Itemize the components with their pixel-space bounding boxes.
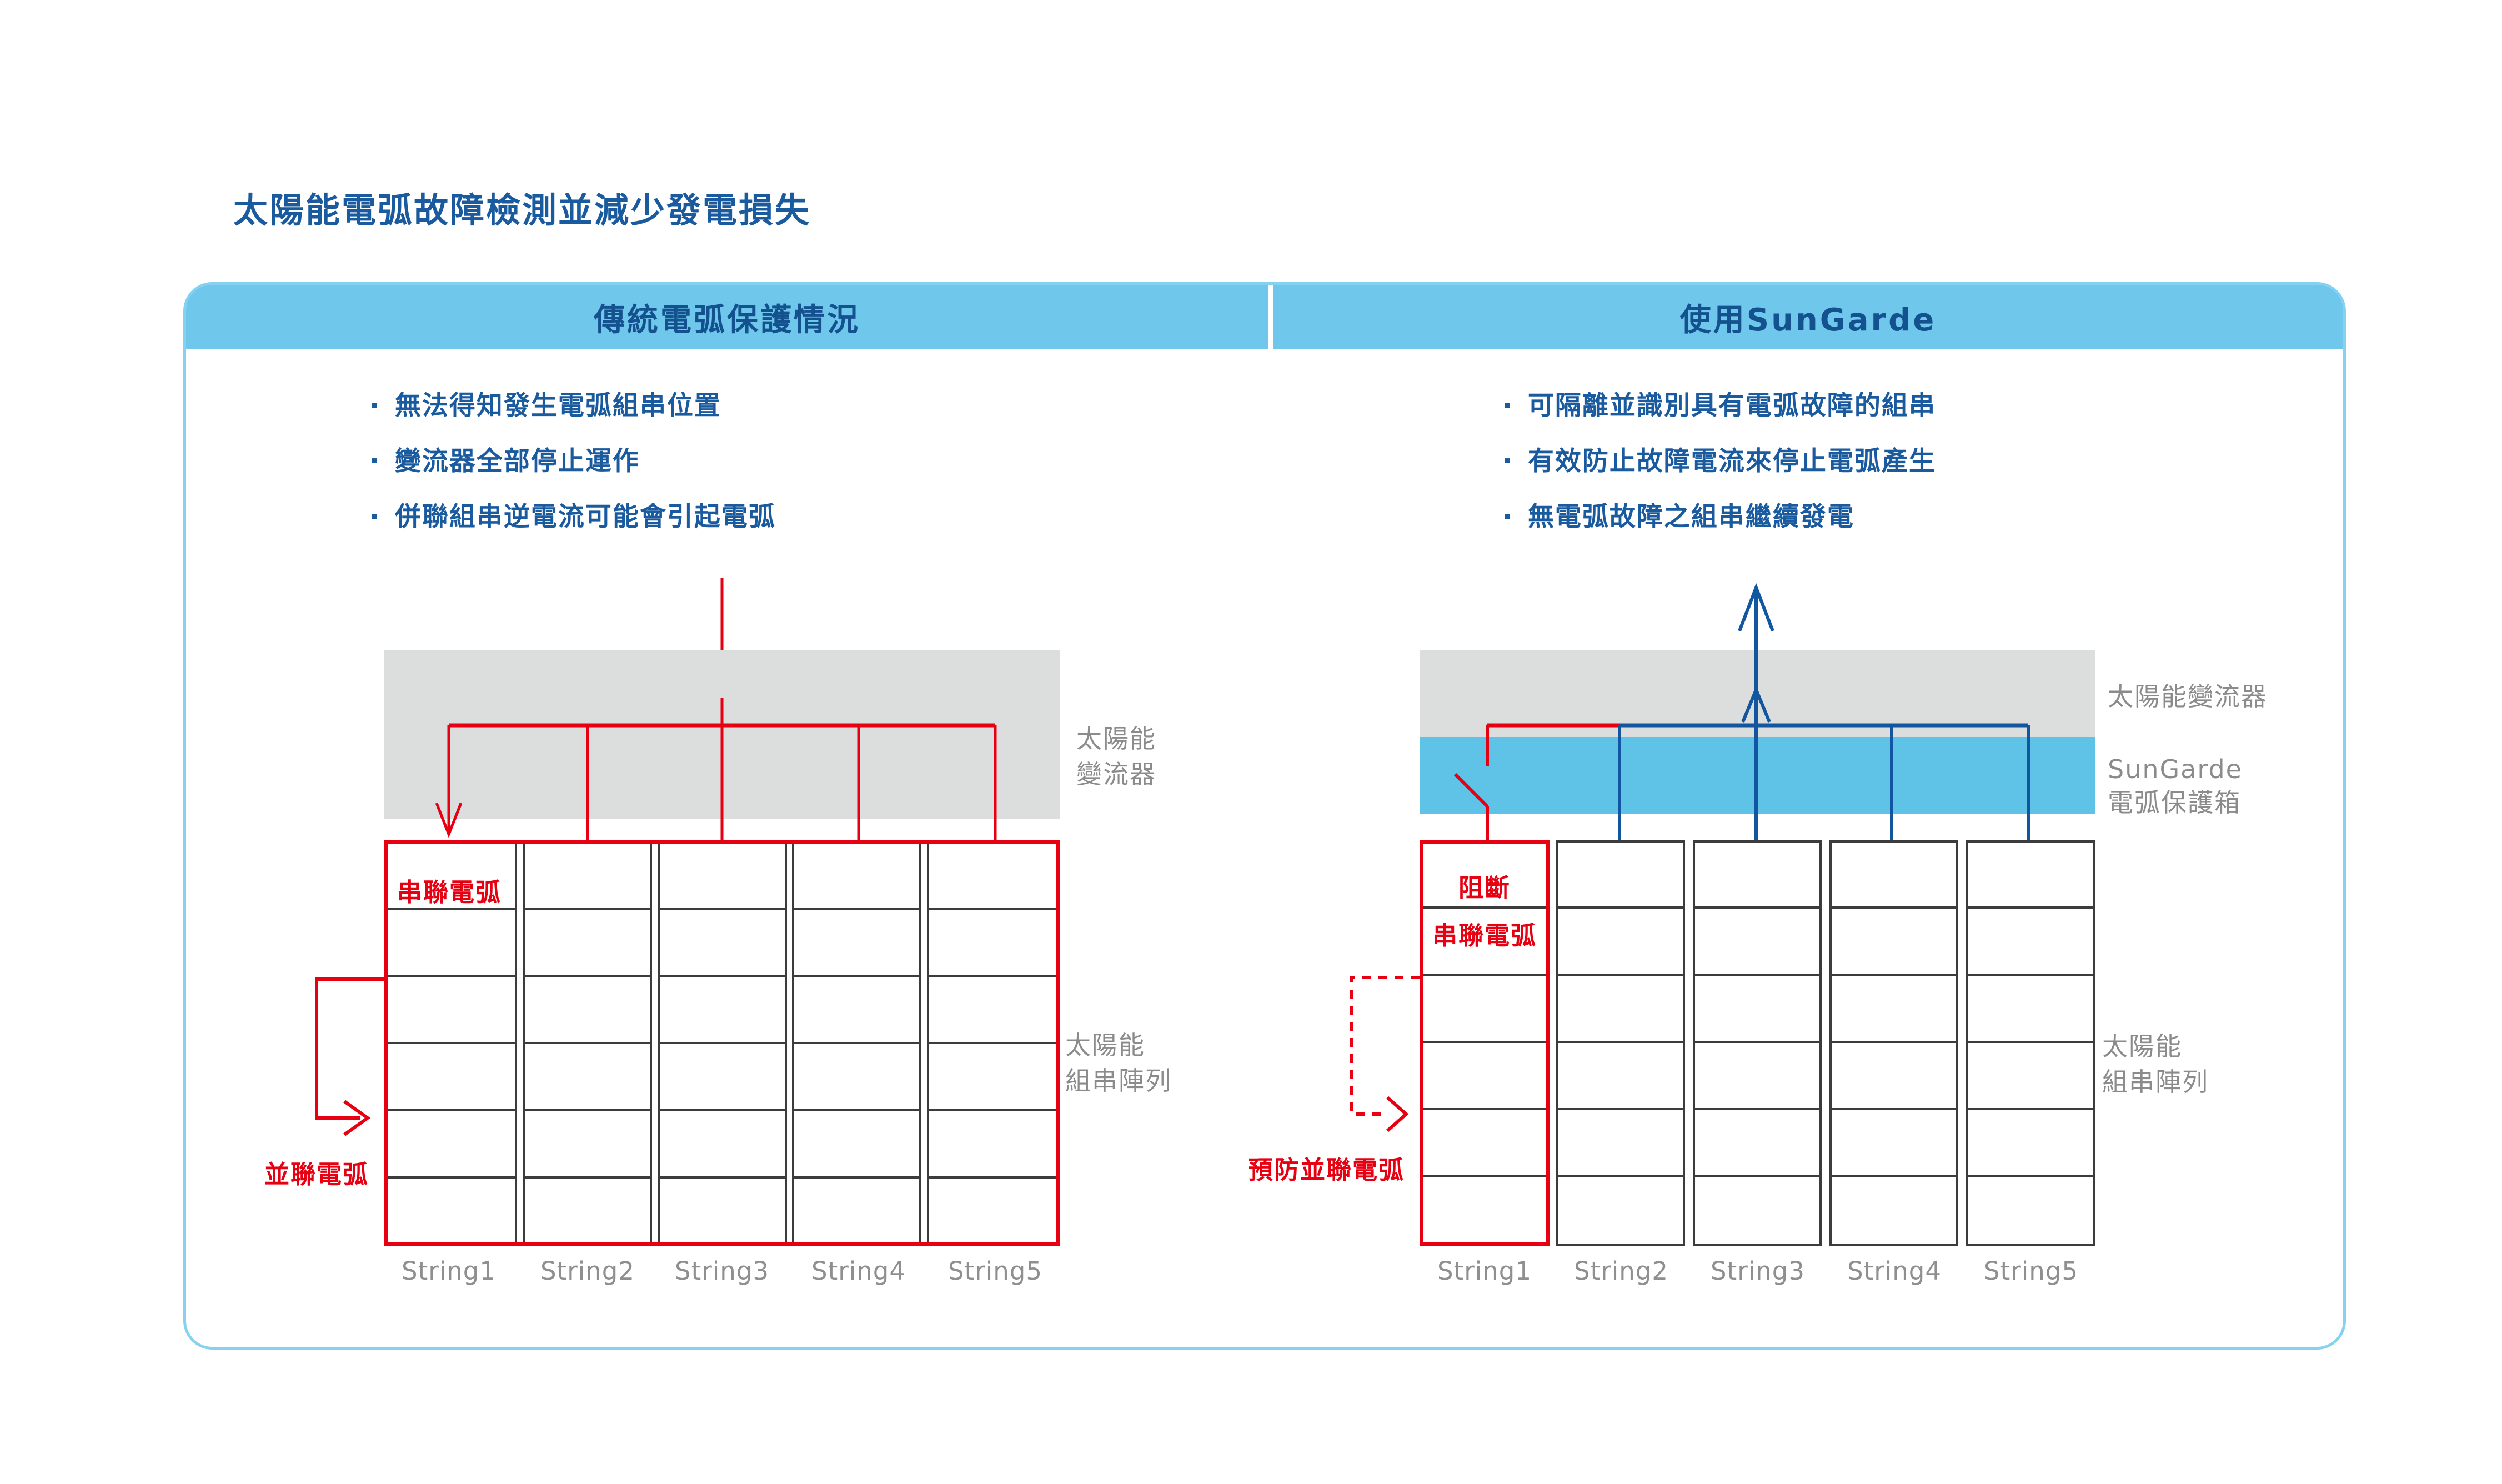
- right-string-column-1-faulted: [1420, 840, 1550, 1246]
- left-string1-label: String1: [402, 1256, 496, 1286]
- tab-traditional-protection: 傳統電弧保護情況: [186, 285, 1268, 349]
- left-string-column-4: [792, 844, 922, 1242]
- left-string4-label: String4: [811, 1256, 906, 1286]
- header-divider: [1268, 285, 1273, 349]
- bullet-dot: ·: [1502, 502, 1513, 532]
- left-inverter-label: 太陽能 變流器: [1076, 721, 1156, 792]
- header-row: 傳統電弧保護情況 使用SunGarde: [186, 285, 2343, 349]
- left-string-array-grid: [384, 840, 1060, 1246]
- bullet-dot: ·: [369, 502, 380, 532]
- left-string5-label: String5: [948, 1256, 1042, 1286]
- left-inverter-label-line1: 太陽能: [1076, 724, 1156, 754]
- right-string-column-3: [1693, 840, 1822, 1246]
- left-array-label-line2: 組串陣列: [1065, 1066, 1172, 1096]
- right-bullet-1-text: 可隔離並識別具有電弧故障的組串: [1527, 390, 1936, 421]
- left-array-label: 太陽能 組串陣列: [1065, 1027, 1172, 1099]
- left-inverter-box: [384, 650, 1060, 819]
- right-string3-label: String3: [1711, 1256, 1805, 1286]
- right-bullet-3-text: 無電弧故障之組串繼續發電: [1527, 502, 1854, 532]
- left-series-arc-label: 串聯電弧: [397, 878, 502, 907]
- left-string-column-5: [927, 844, 1056, 1242]
- right-string-column-4: [1829, 840, 1958, 1246]
- right-block-label: 阻斷: [1458, 873, 1511, 903]
- sungarde-protection-box: [1420, 737, 2095, 814]
- right-array-label-line1: 太陽能: [2102, 1031, 2182, 1061]
- sungarde-box-label-line1: SunGarde: [2108, 754, 2243, 784]
- left-inverter-label-line2: 變流器: [1076, 759, 1156, 789]
- left-bullet-3-text: 併聯組串逆電流可能會引起電弧: [394, 502, 776, 532]
- left-array-label-line1: 太陽能: [1065, 1030, 1145, 1060]
- right-inverter-box: [1420, 650, 2095, 737]
- right-bullet-3: · 無電弧故障之組串繼續發電: [1502, 501, 1854, 533]
- tab-sungarde-label: 使用SunGarde: [1679, 302, 1937, 338]
- left-string-column-3: [657, 844, 787, 1242]
- left-bullet-1-text: 無法得知發生電弧組串位置: [394, 390, 721, 421]
- right-bullet-1: · 可隔離並識別具有電弧故障的組串: [1502, 390, 1936, 422]
- tab-sungarde: 使用SunGarde: [1273, 285, 2343, 349]
- right-array-label-line2: 組串陣列: [2102, 1067, 2209, 1097]
- right-string-column-2: [1556, 840, 1685, 1246]
- sungarde-box-label-line2: 電弧保護箱: [2108, 788, 2241, 818]
- left-bullet-3: · 併聯組串逆電流可能會引起電弧: [369, 501, 776, 533]
- left-bullet-2: · 變流器全部停止運作: [369, 445, 640, 478]
- left-string-column-1: [388, 844, 517, 1242]
- right-string4-label: String4: [1847, 1256, 1942, 1286]
- bullet-dot: ·: [369, 446, 380, 477]
- left-bullet-2-text: 變流器全部停止運作: [394, 446, 640, 477]
- page-title: 太陽能電弧故障檢測並減少發電損失: [233, 190, 811, 230]
- right-string2-label: String2: [1574, 1256, 1668, 1286]
- bullet-dot: ·: [1502, 446, 1513, 477]
- right-inverter-label: 太陽能變流器: [2108, 681, 2268, 711]
- tab-traditional-label: 傳統電弧保護情況: [594, 302, 860, 338]
- left-parallel-arc-label: 並聯電弧: [264, 1160, 369, 1189]
- prevent-parallel-arc-label: 預防並聯電弧: [1247, 1155, 1405, 1185]
- left-string-column-2: [522, 844, 652, 1242]
- right-bullet-2-text: 有效防止故障電流來停止電弧產生: [1527, 446, 1936, 477]
- right-array-label: 太陽能 組串陣列: [2102, 1029, 2209, 1100]
- bullet-dot: ·: [1502, 390, 1513, 421]
- right-string-column-5: [1966, 840, 2095, 1246]
- right-string5-label: String5: [1984, 1256, 2078, 1286]
- left-string2-label: String2: [540, 1256, 635, 1286]
- left-string3-label: String3: [675, 1256, 769, 1286]
- bullet-dot: ·: [369, 390, 380, 421]
- right-string1-label: String1: [1437, 1256, 1532, 1286]
- right-series-arc-label: 串聯電弧: [1432, 921, 1537, 950]
- sungarde-box-label: SunGarde 電弧保護箱: [2108, 753, 2243, 819]
- left-bullet-1: · 無法得知發生電弧組串位置: [369, 390, 721, 422]
- right-bullet-2: · 有效防止故障電流來停止電弧產生: [1502, 445, 1936, 478]
